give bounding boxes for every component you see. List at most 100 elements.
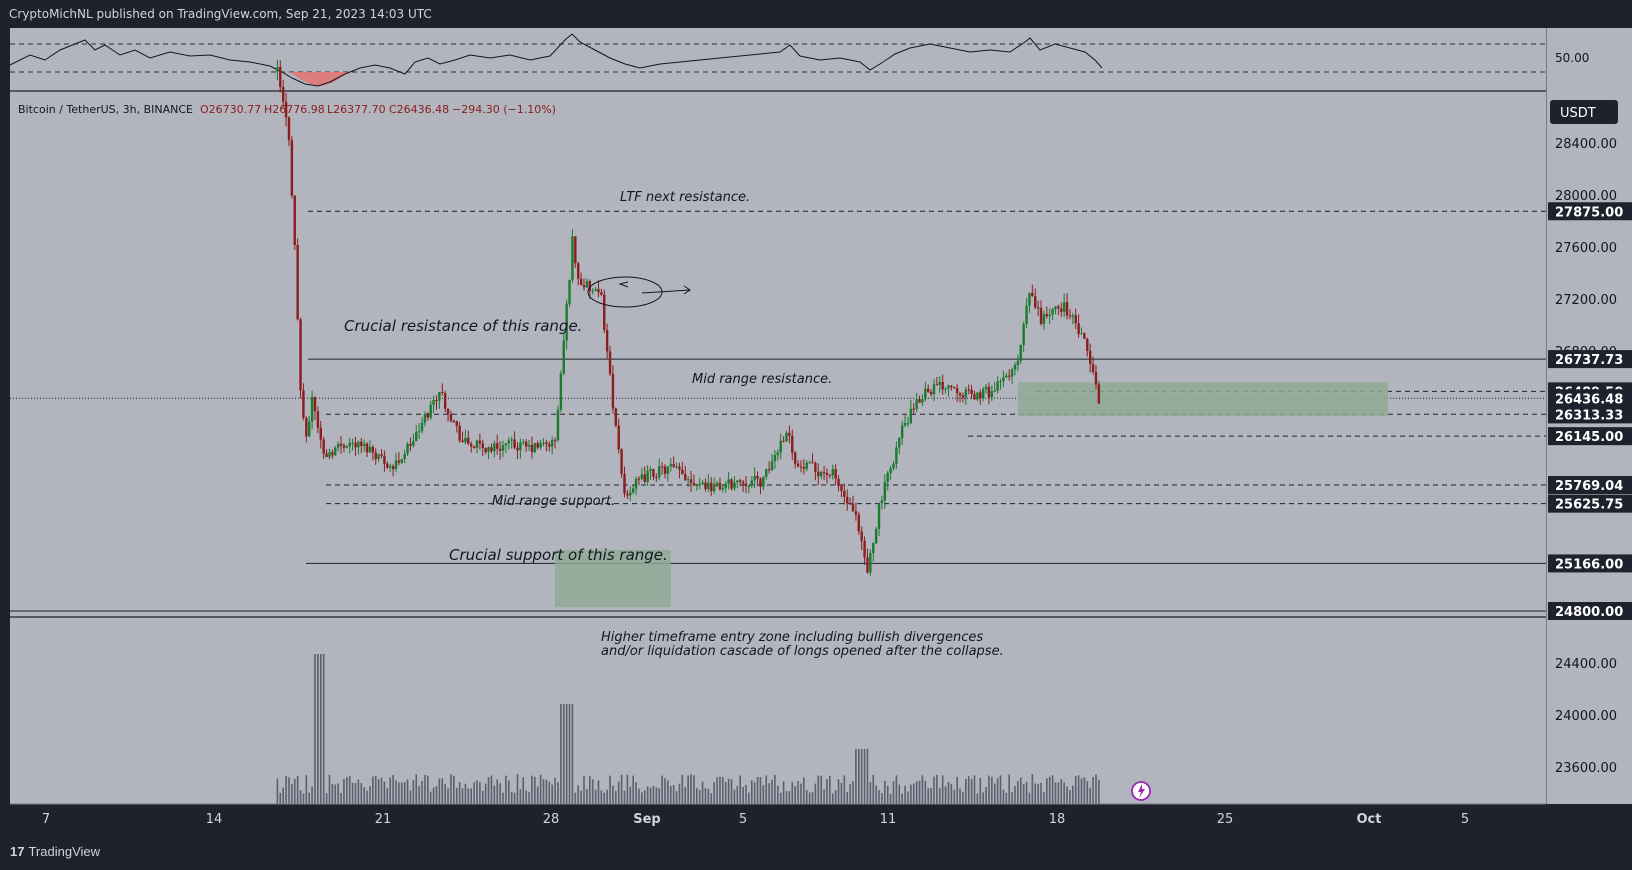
volume-bar (756, 776, 759, 804)
candle-body (290, 140, 294, 196)
candle-body (539, 443, 542, 448)
volume-bar (374, 775, 377, 804)
candle-body (906, 423, 910, 425)
candle-body (1039, 307, 1043, 324)
volume-bar (282, 787, 284, 804)
candle-body (302, 390, 305, 418)
candle-body (788, 432, 791, 436)
x-tick-label: 21 (375, 812, 392, 827)
tradingview-brand[interactable]: 17 TradingView (10, 844, 100, 859)
volume-bar (669, 785, 672, 804)
volume-bar (450, 774, 452, 804)
volume-bar (360, 783, 363, 804)
volume-bar (805, 789, 808, 804)
symbol-name: Bitcoin / TetherUS, 3h, BINANCE (18, 103, 193, 116)
volume-bar (432, 787, 435, 804)
candle-body (808, 462, 811, 464)
volume-bar (664, 778, 666, 804)
volume-bar (907, 791, 909, 804)
candle-body (313, 397, 317, 412)
volume-bar (933, 776, 935, 804)
volume-bar (366, 790, 368, 804)
candle-body (293, 195, 296, 246)
candle-body (967, 389, 970, 391)
candle-body (360, 441, 363, 446)
volume-bar (849, 784, 851, 804)
candle-body (1031, 292, 1034, 297)
candle-body (898, 437, 901, 448)
volume-bar (1054, 782, 1057, 804)
volume-bar (991, 776, 993, 804)
level-label-box (1548, 427, 1632, 446)
volume-bar (305, 775, 308, 804)
candle-body (834, 469, 837, 479)
volume-bar (476, 780, 478, 804)
candle-body (814, 462, 817, 472)
candle-body (530, 444, 534, 453)
candle-body (848, 503, 852, 505)
candle-body (380, 454, 383, 456)
volume-bar (979, 778, 982, 804)
volume-bar (930, 787, 932, 804)
candle-body (441, 392, 444, 394)
volume-bar (826, 779, 828, 804)
tradingview-logo-icon: 17 (10, 844, 25, 859)
symbol-legend[interactable]: Bitcoin / TetherUS, 3h, BINANCE O26730.7… (18, 103, 556, 116)
candle-body (979, 392, 982, 398)
volume-bar (623, 790, 626, 804)
volume-bar (970, 779, 973, 804)
candle-body (287, 117, 291, 141)
volume-bar (291, 784, 293, 804)
candle-body (377, 454, 380, 459)
volume-bar (1028, 792, 1031, 804)
candle-body (383, 455, 386, 464)
volume-bar (965, 779, 967, 804)
volume-bar (424, 775, 426, 804)
volume-bar (513, 792, 516, 804)
currency-button[interactable]: USDT (1550, 100, 1618, 124)
candle-body (467, 437, 470, 444)
volume-bar (962, 791, 964, 804)
y-tick-label: 27600.00 (1555, 241, 1617, 256)
candle-body (915, 399, 918, 410)
volume-bar (510, 791, 513, 804)
volume-bar (857, 749, 860, 804)
volume-bar (357, 779, 360, 804)
candle-body (846, 496, 849, 504)
candle-body (819, 472, 823, 477)
volume-bar (837, 779, 840, 804)
drawing-ellipse (587, 276, 691, 308)
candle-body (984, 386, 988, 390)
volume-bar (675, 791, 678, 804)
level-label-box (1548, 350, 1632, 369)
volume-bar (875, 785, 877, 804)
x-tick-label: Oct (1357, 812, 1382, 827)
candle-body (773, 455, 777, 462)
candle-body (438, 392, 441, 401)
candle-body (475, 440, 479, 448)
level-label: 26145.00 (1555, 430, 1623, 445)
volume-bar (690, 774, 692, 804)
candle-body (394, 460, 398, 470)
volume-bar (328, 774, 331, 804)
lightning-badge[interactable] (1131, 781, 1151, 801)
candle-body (811, 462, 814, 464)
volume-bar (791, 782, 794, 804)
candle-body (597, 288, 600, 293)
volume-bar (889, 793, 892, 804)
candle-body (744, 483, 748, 487)
volume-bar (398, 782, 400, 804)
zones (555, 382, 1389, 608)
volume-bar (343, 778, 345, 804)
volume-bar (1011, 792, 1013, 804)
volume-bar (733, 789, 736, 804)
volume-bar (536, 786, 539, 804)
candle-body (522, 441, 525, 443)
candle-body (325, 453, 328, 458)
x-tick-label: 5 (1461, 812, 1469, 827)
level-label: 24800.00 (1555, 605, 1623, 620)
candle-body (918, 399, 921, 403)
candle-body (712, 485, 716, 492)
candle-body (730, 479, 733, 489)
